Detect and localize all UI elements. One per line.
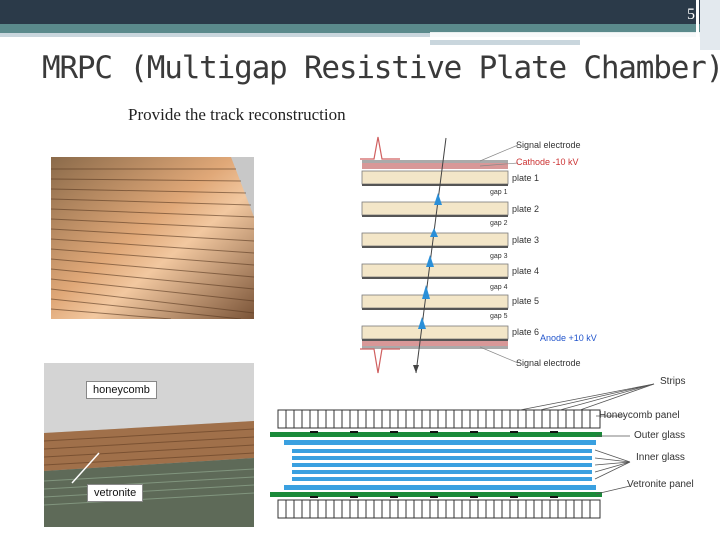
page-title: MRPC (Multigap Resistive Plate Chamber) [42,50,720,86]
slide-number: 5 [687,6,695,23]
gap-2-label: gap 2 [490,220,508,227]
mrpc-strips-photo [51,157,254,319]
outer-glass-label: Outer glass [634,430,686,441]
gap-5-label: gap 5 [490,313,508,320]
vetronite-label: vetronite [87,484,144,502]
cathode-label: Cathode -10 kV [516,157,579,167]
strips-label: Strips [660,376,686,387]
vetronite-panel-label: Vetronite panel [627,479,694,490]
anode-label: Anode +10 kV [540,333,597,343]
honeycomb-panel-label: Honeycomb panel [599,410,680,421]
plate-6-label: plate 6 [512,327,540,337]
gap-4-label: gap 4 [490,284,508,291]
inner-glass-label: Inner glass [636,452,685,463]
gap-1-label: gap 1 [490,189,508,196]
mrpc-gap-diagram [360,136,519,374]
honeycomb-label: honeycomb [86,381,157,399]
header-bar [0,0,720,50]
gap-3-label: gap 3 [490,253,508,260]
signal-electrode-bottom-label: Signal electrode [516,358,581,368]
plate-3-label: plate 3 [512,235,540,245]
plate-5-label: plate 5 [512,296,540,306]
plate-1-label: plate 1 [512,173,540,183]
plate-2-label: plate 2 [512,204,540,214]
plate-4-label: plate 4 [512,266,540,276]
signal-electrode-top-label: Signal electrode [516,140,581,150]
mrpc-cross-section [270,383,655,519]
subtitle: Provide the track reconstruction [128,105,346,124]
